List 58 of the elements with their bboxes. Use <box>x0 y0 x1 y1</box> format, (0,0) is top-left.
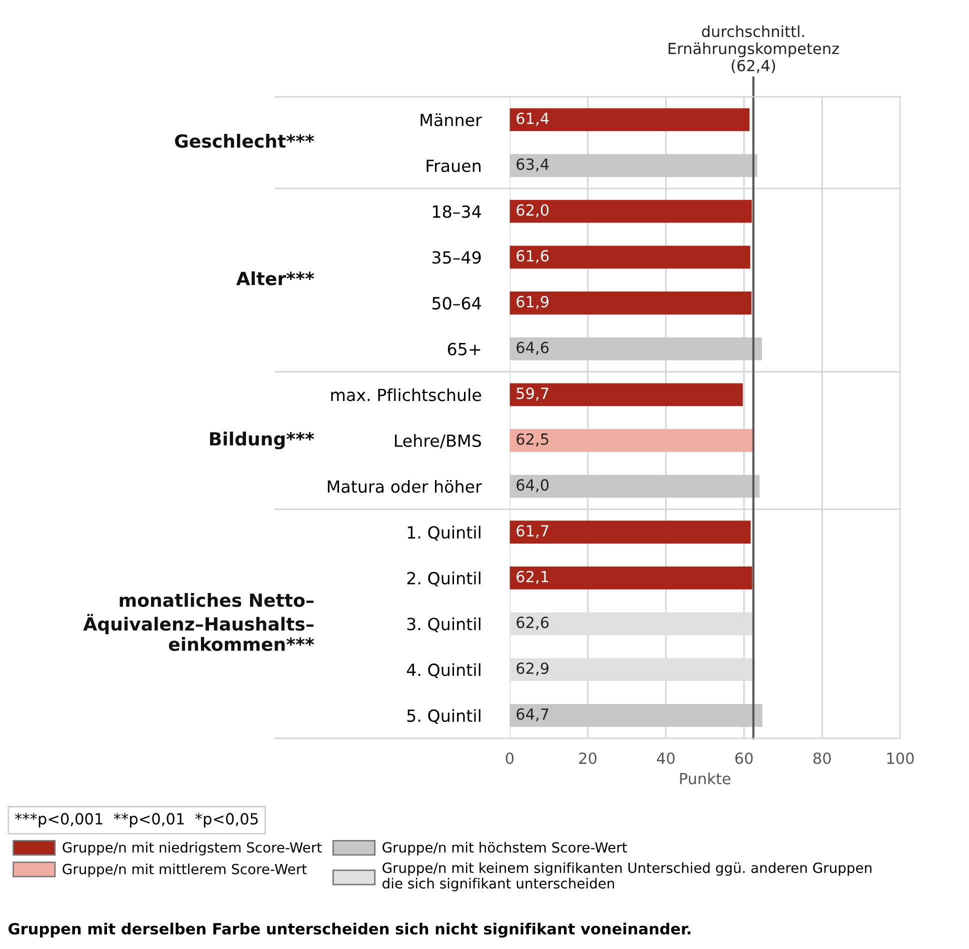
y-tick-label: 65+ <box>448 342 480 356</box>
text: Gruppen mit derselben Farbe unterscheiden sich nicht signifikant voneinander. <box>8 922 690 938</box>
text: Geschlecht*** <box>175 134 314 148</box>
x-tick-label: 20 <box>579 752 596 764</box>
data-label: 64,6 <box>516 342 549 355</box>
x-tick-label: 40 <box>656 752 675 764</box>
y-tick-label: Matura oder höher <box>328 480 482 493</box>
y-tick-label: 4. Quintil <box>406 663 480 678</box>
data-label: 62,1 <box>516 570 548 584</box>
bar <box>510 246 750 269</box>
bar <box>510 704 762 727</box>
bar <box>510 429 754 452</box>
text: Bildung*** <box>210 432 314 450</box>
bar <box>510 566 752 590</box>
x-tick-label: 60 <box>735 752 753 764</box>
data-label: 64,7 <box>516 708 548 722</box>
data-label: 59,7 <box>516 388 548 401</box>
data-label: 61,4 <box>516 112 549 126</box>
y-tick-label: 1. Quintil <box>408 526 480 541</box>
x-tick-label: 80 <box>813 752 831 764</box>
data-label: 61,6 <box>516 250 549 264</box>
bar <box>510 200 752 223</box>
data-label: 61,9 <box>516 296 548 309</box>
data-label: 63,4 <box>516 158 549 172</box>
text: monatliches Netto– Äquivalenz–Haushalts– einkommen*** <box>83 593 314 652</box>
x-tick-label: 0 <box>506 752 514 764</box>
legend-label: Gruppe/n mit keinem signifikanten Unterschied ggü. anderen Gruppen die sich signifikant unterscheiden <box>382 862 872 892</box>
y-tick-label: 3. Quintil <box>407 617 480 632</box>
legend-label: Gruppe/n mit niedrigstem Score-Wert <box>62 842 322 856</box>
bar <box>510 108 750 132</box>
legend-label: Gruppe/n mit höchstem Score-Wert <box>382 842 627 856</box>
bar <box>510 292 752 314</box>
bar <box>510 337 762 360</box>
y-tick-label: Männer <box>420 113 482 126</box>
y-tick-label: 50–64 <box>432 296 481 310</box>
data-label: 62,5 <box>516 433 548 446</box>
legend-label: Gruppe/n mit mittlerem Score-Wert <box>62 864 307 878</box>
text: Alter*** <box>236 271 314 286</box>
bar <box>510 383 743 406</box>
data-label: 62,6 <box>516 616 549 630</box>
bar <box>510 154 758 177</box>
data-label: 62,0 <box>516 204 549 218</box>
x-axis-title: Punkte <box>680 772 730 784</box>
ref-line-label: durchschnittl. Ernährungskompetenz (62,4) <box>668 25 839 74</box>
bar <box>510 474 760 498</box>
bar <box>510 520 751 544</box>
y-tick-label: 2. Quintil <box>407 572 480 586</box>
data-label: 64,0 <box>516 479 549 492</box>
y-tick-label: Lehre/BMS <box>394 434 481 448</box>
y-tick-label: max. Pflichtschule <box>331 388 482 402</box>
text: ***p<0,001 **p<0,01 *p<0,05 <box>14 813 258 828</box>
y-tick-label: 5. Quintil <box>407 709 480 724</box>
data-label: 61,7 <box>516 524 548 538</box>
y-tick-label: 35–49 <box>432 251 481 264</box>
x-tick-label: 100 <box>887 752 914 764</box>
data-label: 62,9 <box>516 662 548 676</box>
y-tick-label: 18–34 <box>432 205 481 218</box>
y-tick-label: Frauen <box>426 160 481 172</box>
